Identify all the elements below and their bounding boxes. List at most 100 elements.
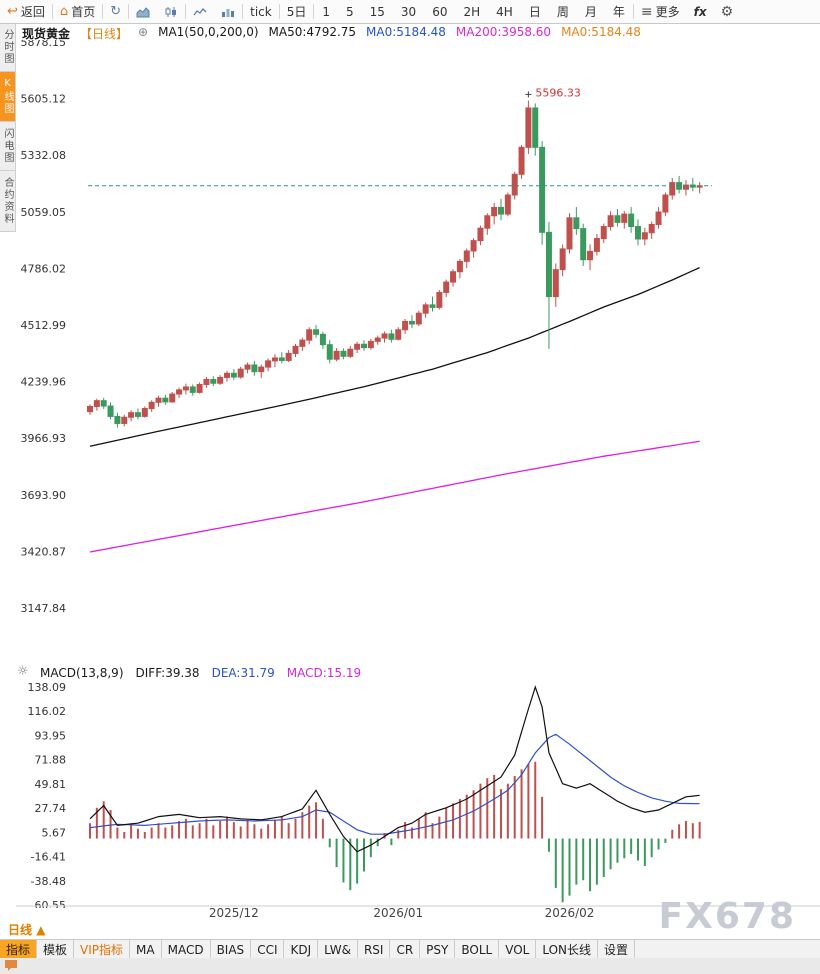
five-day-button[interactable]: 5日 xyxy=(280,1,314,23)
candle-body xyxy=(306,329,313,341)
period-arrow-icon: ▲ xyxy=(36,923,46,937)
back-button[interactable]: ↩ 返回 xyxy=(0,1,52,23)
candle-body xyxy=(230,372,237,378)
toolbar-divider xyxy=(51,4,53,19)
macd-axis-label: 138.09 xyxy=(28,681,67,694)
bottom-tab-13[interactable]: VOL xyxy=(499,940,537,959)
expand-icon[interactable]: ⊕ xyxy=(138,25,149,39)
bottom-tab-12[interactable]: BOLL xyxy=(455,940,500,959)
timeframe-5[interactable]: 5 xyxy=(345,4,354,19)
candle-body xyxy=(313,329,320,335)
dea-line xyxy=(89,733,700,835)
candle-body xyxy=(224,372,230,378)
more-button[interactable]: ≡ 更多 xyxy=(634,1,687,23)
price-candlestick-chart[interactable]: 5878.15 5605.12 5332.08 5059.05 4786.02 4512.… xyxy=(0,40,820,630)
message-icon[interactable] xyxy=(3,959,19,973)
timeframe-月[interactable]: 月 xyxy=(584,5,597,19)
candle-body xyxy=(662,194,669,213)
price-axis-label: 3966.93 xyxy=(21,432,67,445)
side-tab-2[interactable]: 闪电图 xyxy=(0,122,15,171)
candle-body xyxy=(251,364,258,373)
more-label: 更多 xyxy=(655,5,680,19)
timeframe-2H[interactable]: 2H xyxy=(463,4,481,19)
settings-button[interactable]: ⚙ xyxy=(714,1,741,23)
candlestick-chart-type-button[interactable] xyxy=(157,1,185,23)
bottom-tab-8[interactable]: LW& xyxy=(318,940,358,959)
candle-body xyxy=(148,401,155,410)
candle-body xyxy=(87,405,93,413)
x-axis-label: 2026/02 xyxy=(544,906,595,920)
bottom-tab-2[interactable]: VIP指标 xyxy=(74,940,131,959)
volume-chart-type-button[interactable] xyxy=(214,1,242,23)
period-tag: 【日线】 xyxy=(80,27,129,41)
line-chart-type-button[interactable] xyxy=(186,1,214,23)
ma200-line xyxy=(89,440,700,553)
top-toolbar: ↩ 返回 ⌂ 首页 ↻ tick 5日 1 5 15 30 60 2H 4H 日 周 月 年 ≡ 更… xyxy=(0,0,820,24)
toolbar-divider xyxy=(102,4,104,19)
candle-body xyxy=(354,343,361,350)
timeframe-30[interactable]: 30 xyxy=(400,4,417,19)
timeframe-1[interactable]: 1 xyxy=(322,4,330,19)
bottom-tab-6[interactable]: CCI xyxy=(251,940,285,959)
candle-body xyxy=(456,260,463,273)
toolbar-divider xyxy=(278,4,280,19)
refresh-button[interactable]: ↻ xyxy=(103,1,128,23)
macd-indicator-chart[interactable]: 138.09 116.02 93.95 71.88 49.81 27.74 5.67 -16.… xyxy=(0,660,820,908)
candle-body xyxy=(265,360,272,368)
timeframe-60[interactable]: 60 xyxy=(432,4,448,19)
candle-body xyxy=(559,248,566,271)
bottom-tab-14[interactable]: LON长线 xyxy=(536,940,599,959)
toolbar-divider xyxy=(632,4,634,19)
period-selector[interactable]: 日线 ▲ xyxy=(8,921,45,938)
bottom-tab-10[interactable]: CR xyxy=(390,940,421,959)
volume-bars-icon xyxy=(222,8,235,17)
candle-body xyxy=(408,320,415,325)
side-tab-1[interactable]: K线图 xyxy=(0,72,15,122)
candle-body xyxy=(415,312,422,325)
candle-body xyxy=(189,386,196,393)
timeframe-15[interactable]: 15 xyxy=(369,4,385,19)
candle-body xyxy=(395,329,402,340)
candle-body xyxy=(367,340,374,349)
side-tab-0[interactable]: 分时图 xyxy=(0,23,15,72)
candle-body xyxy=(443,281,450,293)
candle-body xyxy=(587,250,594,261)
bottom-tab-7[interactable]: KDJ xyxy=(284,940,319,959)
candle-body xyxy=(258,366,265,373)
bottom-tab-0[interactable]: 指标 xyxy=(0,940,38,959)
home-button[interactable]: ⌂ 首页 xyxy=(53,1,102,23)
indicator-settings-icon[interactable]: ☼ xyxy=(17,664,29,679)
formula-button[interactable]: fx xyxy=(693,4,707,19)
candle-body xyxy=(326,344,333,360)
bottom-tab-5[interactable]: BIAS xyxy=(211,940,252,959)
timeframe-日[interactable]: 日 xyxy=(528,5,541,19)
bottom-tab-11[interactable]: PSY xyxy=(420,940,456,959)
bottom-tab-1[interactable]: 模板 xyxy=(37,940,75,959)
bottom-tab-3[interactable]: MA xyxy=(130,940,162,959)
diff-value: DIFF:39.38 xyxy=(135,666,200,680)
area-chart-type-button[interactable] xyxy=(129,1,157,23)
macd-axis-label: 71.88 xyxy=(35,754,67,767)
macd-axis-label: -16.41 xyxy=(31,851,66,864)
timeframe-4H[interactable]: 4H xyxy=(496,4,513,19)
bottom-tab-4[interactable]: MACD xyxy=(162,940,211,959)
candle-body xyxy=(319,333,326,346)
bottom-tab-15[interactable]: 设置 xyxy=(598,940,636,959)
candle-body xyxy=(682,184,689,190)
side-tab-3[interactable]: 合约资料 xyxy=(0,171,15,232)
macd-axis-label: 116.02 xyxy=(28,705,67,718)
candle-body xyxy=(436,291,443,308)
macd-value: MACD:15.19 xyxy=(286,666,362,680)
macd-title: MACD(13,8,9) xyxy=(40,666,124,680)
timeframe-周[interactable]: 周 xyxy=(556,5,569,19)
candle-body xyxy=(121,416,128,424)
price-axis-label: 3147.84 xyxy=(21,602,67,615)
bottom-tab-9[interactable]: RSI xyxy=(358,940,391,959)
price-axis-label: 5605.12 xyxy=(21,93,67,106)
gear-icon: ⚙ xyxy=(720,3,734,20)
tick-button[interactable]: tick xyxy=(243,1,279,23)
macd-axis-label: 49.81 xyxy=(35,778,67,791)
home-icon: ⌂ xyxy=(59,4,69,19)
timeframe-年[interactable]: 年 xyxy=(612,5,625,19)
candle-body xyxy=(628,213,635,228)
